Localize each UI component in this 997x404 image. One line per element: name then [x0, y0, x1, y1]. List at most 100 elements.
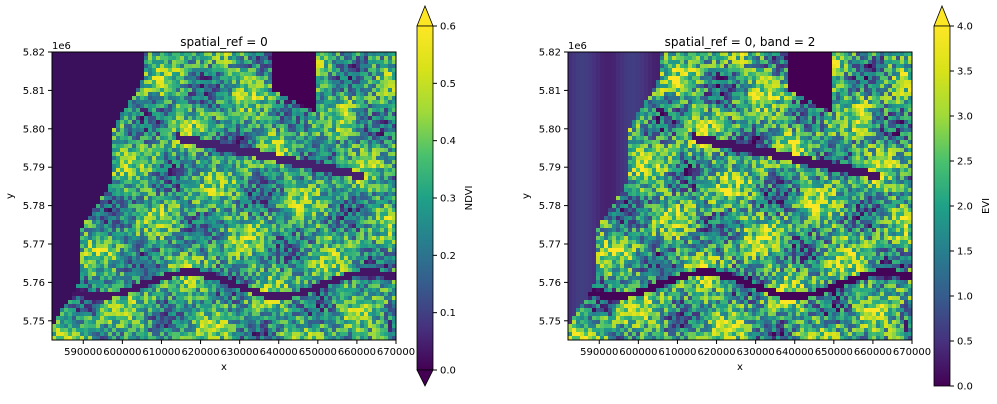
left-raster-cell [72, 88, 77, 93]
left-raster-cell [276, 264, 281, 269]
left-raster-cell [328, 100, 333, 105]
left-raster-cell [284, 240, 289, 245]
left-raster-cell [184, 172, 189, 177]
left-raster-cell [372, 52, 377, 57]
left-raster-cell [112, 240, 117, 245]
left-raster-cell [240, 60, 245, 65]
left-raster-cell [148, 128, 153, 133]
left-raster-cell [80, 168, 85, 173]
left-raster-cell [64, 232, 69, 237]
left-raster-cell [96, 232, 101, 237]
left-raster-cell [344, 236, 349, 241]
left-raster-cell [392, 148, 397, 153]
left-raster-cell [384, 264, 389, 269]
left-raster-cell [232, 168, 237, 173]
left-raster-cell [88, 228, 93, 233]
left-raster-cell [308, 196, 313, 201]
left-raster-cell [144, 236, 149, 241]
left-raster-cell [252, 100, 257, 105]
left-raster-cell [172, 56, 177, 61]
left-raster-cell [176, 248, 181, 253]
left-raster-cell [180, 64, 185, 69]
left-raster-cell [332, 52, 337, 57]
left-raster-cell [260, 200, 265, 205]
left-raster-cell [196, 168, 201, 173]
left-raster-cell [364, 56, 369, 61]
left-raster-cell [344, 152, 349, 157]
left-raster-cell [264, 80, 269, 85]
left-raster-cell [268, 216, 273, 221]
left-raster-cell [240, 132, 245, 137]
left-raster-cell [204, 124, 209, 129]
left-raster-cell [192, 92, 197, 97]
left-raster-cell [364, 148, 369, 153]
left-raster-cell [360, 92, 365, 97]
left-raster-cell [164, 148, 169, 153]
left-raster-cell [144, 176, 149, 181]
left-raster-cell [272, 280, 277, 285]
left-raster-cell [132, 156, 137, 161]
left-raster-cell [332, 228, 337, 233]
left-raster-cell [380, 220, 385, 225]
left-raster-cell [316, 76, 321, 81]
left-raster-cell [232, 216, 237, 221]
left-raster-cell [140, 104, 145, 109]
left-raster-cell [300, 244, 305, 249]
left-raster-cell [140, 188, 145, 193]
left-raster-cell [264, 188, 269, 193]
left-raster-cell [340, 160, 345, 165]
left-raster-cell [240, 224, 245, 229]
left-raster-cell [88, 208, 93, 213]
left-raster-cell [196, 196, 201, 201]
left-raster-cell [112, 272, 117, 277]
left-raster-cell [104, 68, 109, 73]
left-raster-cell [200, 88, 205, 93]
left-raster-cell [100, 184, 105, 189]
left-raster-cell [376, 172, 381, 177]
left-raster-cell [124, 244, 129, 249]
left-raster-cell [316, 236, 321, 241]
left-raster-cell [340, 140, 345, 145]
left-raster-cell [132, 176, 137, 181]
left-raster-cell [104, 244, 109, 249]
left-raster-cell [304, 128, 309, 133]
left-raster-cell [392, 156, 397, 161]
left-raster-cell [352, 260, 357, 265]
left-raster-cell [196, 204, 201, 209]
left-raster-cell [288, 80, 293, 85]
left-raster-cell [368, 244, 373, 249]
left-raster-cell [64, 208, 69, 213]
left-raster-cell [228, 84, 233, 89]
left-raster-cell [320, 156, 325, 161]
left-raster-cell [212, 268, 217, 273]
left-raster-cell [212, 232, 217, 237]
left-raster-cell [240, 80, 245, 85]
left-raster-cell [180, 136, 185, 141]
left-raster-cell [264, 200, 269, 205]
left-raster-cell [196, 252, 201, 257]
left-raster-cell [264, 112, 269, 117]
left-raster-cell [252, 176, 257, 181]
left-raster-cell [52, 272, 57, 277]
left-raster-cell [96, 116, 101, 121]
left-raster-cell [76, 60, 81, 65]
left-raster-cell [348, 252, 353, 257]
left-raster-cell [124, 280, 129, 285]
left-raster-cell [60, 160, 65, 165]
left-raster-cell [312, 188, 317, 193]
left-raster-cell [256, 240, 261, 245]
left-raster-cell [128, 248, 133, 253]
left-raster-cell [280, 156, 285, 161]
left-raster-cell [176, 152, 181, 157]
left-raster-cell [268, 56, 273, 61]
left-raster-cell [148, 108, 153, 113]
left-raster-cell [56, 152, 61, 157]
left-raster-cell [276, 152, 281, 157]
left-raster-cell [128, 184, 133, 189]
left-raster-cell [156, 172, 161, 177]
left-raster-cell [312, 156, 317, 161]
left-raster-cell [300, 120, 305, 125]
left-raster-cell [172, 200, 177, 205]
left-raster-cell [92, 96, 97, 101]
left-raster-cell [292, 88, 297, 93]
